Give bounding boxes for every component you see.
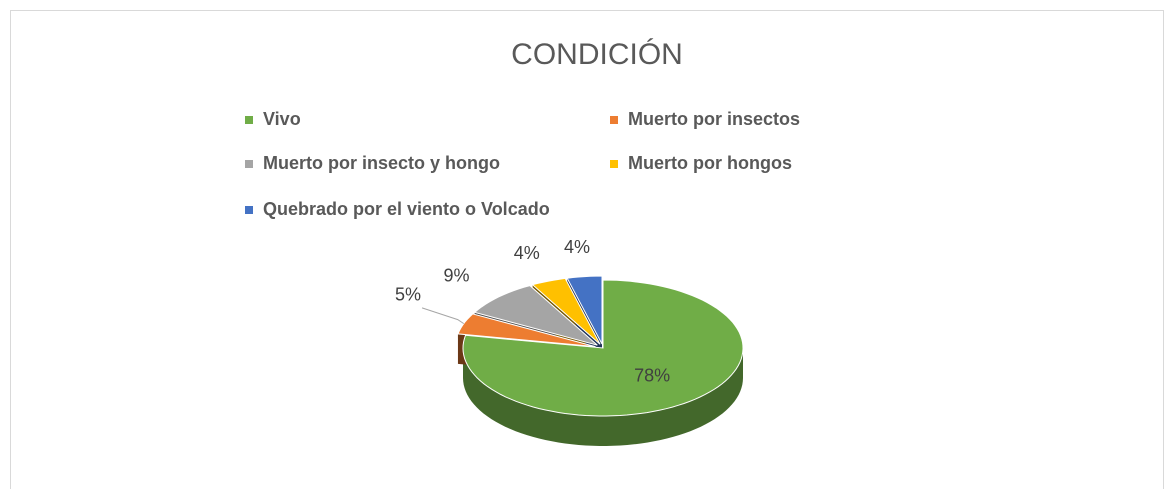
slice [462,279,744,417]
legend-swatch [245,206,253,214]
legend-label: Vivo [263,109,301,129]
slice [531,277,601,345]
data-label: 4% [514,243,540,263]
data-label: 9% [443,266,469,286]
legend-swatch [245,160,253,168]
legend-swatch [610,160,618,168]
slice-side [463,348,743,446]
data-label: 78% [634,366,670,386]
legend-swatch [245,116,253,124]
leader-line [421,307,465,325]
legend-label: Muerto por insecto y hongo [263,153,500,173]
data-label: 5% [395,285,421,305]
chart-title: CONDICIÓN [511,38,683,71]
data-label: 4% [564,237,590,257]
legend-label: Muerto por insectos [628,109,800,129]
legend-label: Muerto por hongos [628,153,792,173]
slice [473,285,598,346]
legend-swatch [610,116,618,124]
slice [566,275,603,345]
slice [457,313,596,348]
legend-label: Quebrado por el viento o Volcado [263,199,550,219]
